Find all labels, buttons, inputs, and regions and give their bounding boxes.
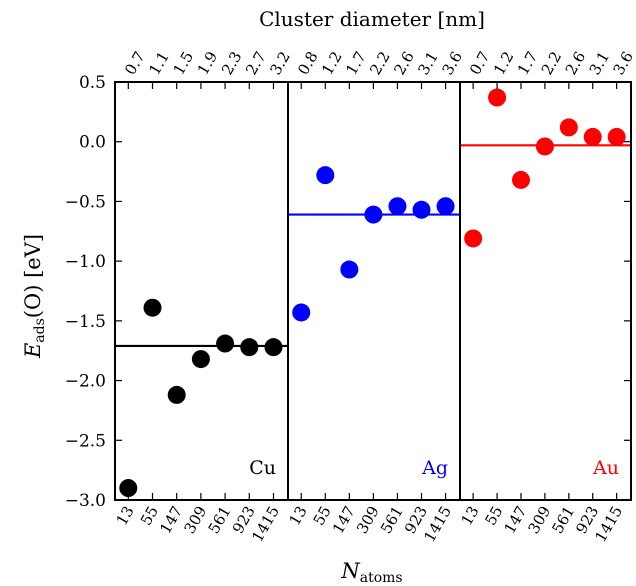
top-tick-label: 3.1 — [414, 48, 442, 78]
y-axis-title: Eads(O) [eV] — [21, 234, 48, 359]
x-axis-title-sub: atoms — [360, 570, 403, 582]
y-tick-label: −1.5 — [65, 312, 106, 332]
y-tick-label: −3.0 — [65, 491, 106, 511]
x-tick-label: 147 — [156, 503, 186, 537]
x-tick-label: 309 — [180, 503, 210, 537]
top-tick-label: 1.2 — [490, 48, 518, 78]
top-tick-label: 1.2 — [318, 48, 346, 78]
data-point-cu — [216, 334, 235, 353]
data-point-au — [488, 88, 507, 107]
x-tick-label: 13 — [113, 503, 138, 529]
top-tick-label: 1.7 — [514, 48, 542, 78]
data-point-au — [607, 127, 626, 146]
y-tick-label: 0.5 — [79, 73, 106, 93]
top-tick-label: 2.6 — [562, 48, 590, 78]
plot-frame — [114, 81, 632, 501]
top-axis-title: Cluster diameter [nm] — [259, 7, 485, 31]
y-axis-title-sub: ads — [32, 318, 48, 343]
top-tick-label: 2.7 — [242, 48, 270, 78]
x-tick-label: 147 — [329, 503, 359, 537]
x-tick-label: 13 — [457, 503, 482, 529]
top-tick-label: 1.1 — [145, 48, 173, 78]
x-tick-label: 561 — [548, 503, 578, 537]
top-tick-label: 2.2 — [538, 48, 566, 78]
x-axis-title: Natoms — [340, 559, 402, 582]
top-tick-label: 1.9 — [194, 48, 222, 78]
data-point-cu — [119, 479, 138, 498]
top-tick-label: 3.2 — [266, 48, 294, 78]
data-point-cu — [143, 298, 162, 317]
data-point-cu — [240, 338, 259, 357]
top-tick-label: 1.5 — [170, 48, 198, 78]
data-point-au — [535, 137, 554, 156]
data-point-ag — [292, 303, 311, 322]
top-tick-label: 1.7 — [342, 48, 370, 78]
data-point-au — [464, 229, 483, 248]
top-tick-label: 2.2 — [366, 48, 394, 78]
top-tick-label: 3.6 — [438, 48, 466, 78]
y-tick-label: −2.5 — [65, 431, 106, 451]
top-tick-label: 0.7 — [466, 48, 494, 78]
x-tick-label: 147 — [501, 503, 531, 537]
top-tick-label: 0.8 — [294, 48, 322, 78]
data-point-au — [583, 127, 602, 146]
data-point-cu — [191, 350, 210, 369]
x-axis-title-main: N — [340, 559, 360, 582]
data-point-au — [559, 118, 578, 137]
y-tick-label: 0.0 — [79, 133, 106, 153]
y-tick-label: −2.0 — [65, 372, 106, 392]
panel-label-au: Au — [592, 457, 619, 479]
top-tick-label: 3.1 — [586, 48, 614, 78]
data-point-ag — [412, 200, 431, 219]
x-tick-label: 309 — [524, 503, 554, 537]
x-tick-label: 561 — [205, 503, 235, 537]
data-point-ag — [340, 260, 359, 279]
y-tick-label: −0.5 — [65, 192, 106, 212]
data-point-cu — [167, 385, 186, 404]
panel-label-ag: Ag — [421, 457, 448, 479]
data-point-ag — [388, 197, 407, 216]
data-point-cu — [264, 338, 283, 357]
top-tick-label: 0.7 — [121, 48, 149, 78]
top-tick-label: 2.3 — [218, 48, 246, 78]
data-point-ag — [364, 205, 383, 224]
data-point-ag — [316, 166, 335, 185]
plot-area: 0.50.0−0.5−1.0−1.5−2.0−2.5−3.013 55147309… — [65, 48, 636, 545]
y-tick-label: −1.0 — [65, 252, 106, 272]
y-axis-title-main: E — [21, 343, 45, 359]
data-point-ag — [436, 197, 455, 216]
panel-label-cu: Cu — [249, 457, 276, 479]
data-point-au — [511, 170, 530, 189]
top-tick-label: 2.6 — [390, 48, 418, 78]
x-tick-label: 309 — [353, 503, 383, 537]
x-tick-label: 13 — [286, 503, 311, 529]
top-tick-label: 3.6 — [610, 48, 636, 78]
x-tick-label: 561 — [377, 503, 407, 537]
y-axis-title-tail: (O) [eV] — [21, 234, 45, 318]
